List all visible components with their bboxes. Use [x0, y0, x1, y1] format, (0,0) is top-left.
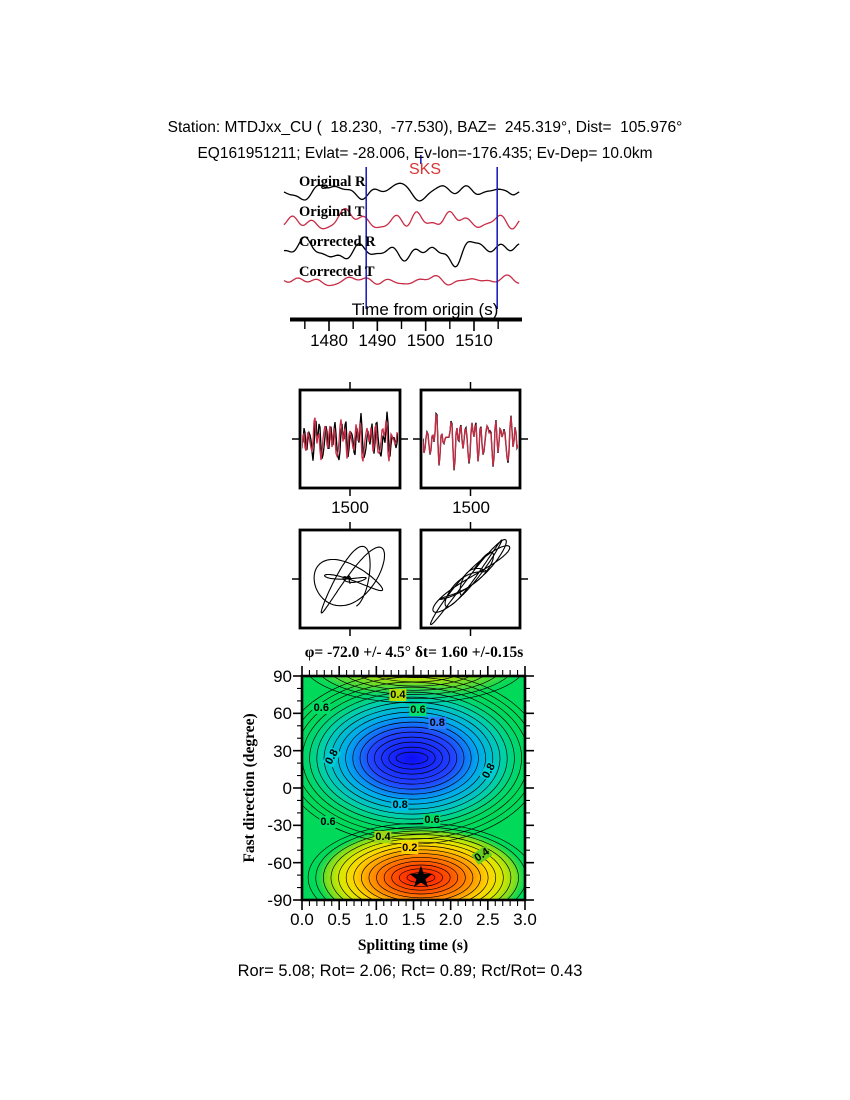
contour-level-label: 0.6 [319, 815, 337, 828]
contour-ring-blue [359, 726, 465, 790]
contour-ytick-label: 0 [282, 779, 292, 798]
station-header-line: Station: MTDJxx_CU ( 18.230, -77.530), B… [167, 119, 683, 136]
contour-xtick-label: 1.5 [401, 910, 426, 929]
contour-ring-blue [345, 716, 479, 800]
contour-xtick-label: 0.5 [327, 910, 351, 929]
particle-path-linear [429, 539, 511, 626]
panel-frame-particle-corrected [419, 528, 522, 630]
contour-ring-blue [366, 731, 458, 785]
contour-level-label: 0.6 [423, 814, 441, 827]
best-fit-star [409, 865, 433, 888]
panel-frame-fast-slow-right [419, 388, 522, 490]
particle-motion-corrected [429, 539, 511, 626]
contour-ring-red [345, 841, 497, 900]
contour-ring-blue [381, 741, 443, 775]
panel-frame-fast-slow-left [298, 388, 402, 490]
trace-label-original-r: Original R [299, 174, 366, 190]
contour-ytick-label: 90 [273, 667, 292, 686]
contour-level-label: 0.4 [374, 830, 392, 843]
contour-ring-blue [395, 751, 429, 765]
waveform-trace-0 [283, 182, 520, 202]
contour-ring-red [315, 826, 525, 900]
contour-ring-red [330, 834, 512, 900]
contour-ring-red [361, 849, 481, 900]
contour-xtick-label: 2.5 [476, 910, 500, 929]
contour-ring-wrap [373, 676, 457, 683]
event-header-line: EQ161951211; Evlat= -28.006, Ev-lon=-176… [197, 145, 653, 162]
contour-xtick-label: 2.0 [438, 910, 463, 929]
panel-curves-fast-slow-left [302, 411, 398, 462]
low-energy-blob [312, 825, 525, 900]
contour-ring-blue [374, 736, 450, 780]
contour-ring-red [338, 838, 504, 900]
contour-frame [300, 674, 527, 902]
contour-ytick-label: -60 [267, 853, 292, 873]
contour-ring-red [353, 845, 489, 900]
panel-red-trace [423, 414, 518, 470]
contour-title: φ= -72.0 +/- 4.5° δt= 1.60 +/-0.15s [304, 644, 524, 661]
particle-motion-uncorrected [313, 545, 386, 614]
waveform-xaxis-title: Time from origin (s) [351, 300, 499, 319]
contour-ring-red [376, 857, 466, 899]
particle-path-loops [313, 545, 386, 614]
contour-ytick-label: -30 [267, 816, 292, 836]
contour-ring-red [391, 864, 451, 891]
waveform-trace-3 [283, 274, 520, 287]
contour-field [302, 676, 525, 900]
waveform-trace-2 [283, 236, 520, 268]
time-axis-tick-label: 1480 [310, 331, 348, 350]
contour-ytick-label: -90 [267, 891, 292, 910]
contour-ring-blue [309, 691, 515, 825]
contour-ring-wrap [309, 676, 521, 704]
contour-xtick-label: 3.0 [513, 910, 537, 929]
panel-red-trace [302, 417, 398, 462]
time-axis-tick-label: 1500 [406, 331, 445, 350]
contour-level-label: 0.8 [391, 799, 409, 812]
high-energy-blob [302, 680, 525, 837]
contour-ring-wrap [358, 676, 472, 687]
contour-xtick-label: 0.0 [290, 910, 314, 929]
trace-label-corrected-t: Corrected T [299, 264, 375, 280]
contour-ring-red [383, 860, 459, 895]
waveform-trace-1 [283, 207, 520, 230]
contour-ring-wrap [345, 676, 485, 691]
contour-level-label: 0.2 [401, 841, 419, 854]
panel-curves-fast-slow-right [423, 411, 518, 471]
contour-ytick-label: 60 [273, 704, 292, 724]
contour-xtick-label: 1.0 [364, 910, 389, 929]
contour-level-label: 0.4 [389, 688, 407, 701]
panel-frame-particle-uncorrected [298, 528, 402, 630]
sks-phase-label: SKS [409, 161, 442, 178]
contour-xaxis-title: Splitting time (s) [357, 937, 469, 954]
contour-ring-blue [388, 746, 436, 770]
contour-ring-wrap [320, 676, 510, 700]
contour-level-label: 0.8 [428, 717, 446, 730]
contour-ring-wrap [392, 676, 438, 679]
trace-label-original-t: Original T [299, 204, 365, 220]
contour-level-label: 0.6 [409, 703, 427, 716]
result-summary: Ror= 5.08; Rot= 2.06; Rct= 0.89; Rct/Rot… [237, 962, 583, 980]
contour-ring-red [307, 822, 525, 900]
contour-level-label: 0.6 [312, 702, 330, 715]
trace-label-corrected-r: Corrected R [299, 234, 376, 250]
contour-ytick-label: 30 [273, 741, 292, 761]
contour-ring-wrap [333, 676, 497, 695]
panel-left-xtick: 1500 [331, 498, 369, 517]
contour-ring-red [323, 830, 519, 900]
contour-ring-blue [316, 696, 508, 820]
time-axis-tick-label: 1510 [455, 331, 493, 350]
panel-right-xtick: 1500 [452, 498, 490, 517]
contour-ring-blue [352, 721, 472, 795]
time-axis-tick-label: 1490 [358, 331, 397, 350]
contour-ring-red [368, 853, 474, 900]
